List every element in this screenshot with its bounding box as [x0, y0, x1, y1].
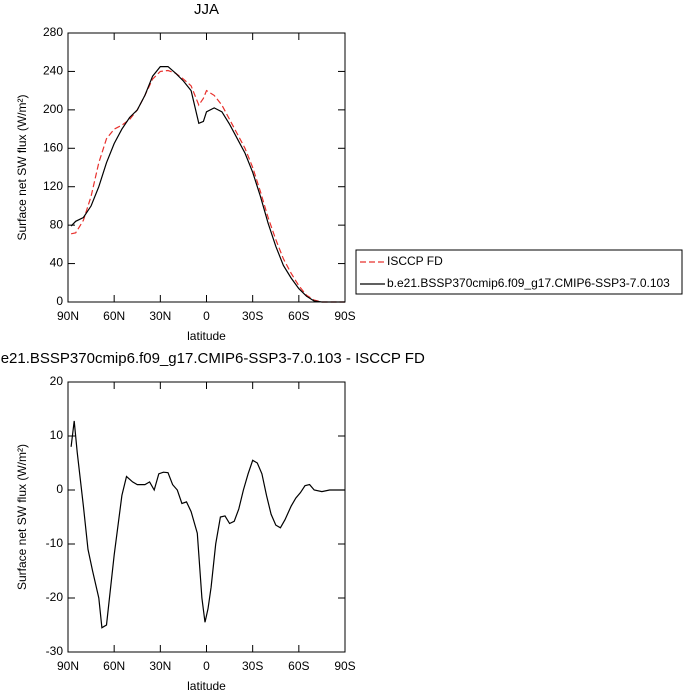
- data-line: [70, 66, 345, 303]
- chart-title: JJA: [194, 1, 219, 18]
- x-tick-label: 90N: [57, 659, 79, 673]
- x-tick-label: 60S: [288, 309, 309, 323]
- legend-frame: [355, 249, 683, 295]
- x-tick-label: 90S: [334, 659, 355, 673]
- y-tick-label: 200: [43, 102, 63, 116]
- y-tick-label: 240: [43, 64, 63, 78]
- x-tick-label: 30N: [149, 309, 171, 323]
- data-line: [70, 69, 345, 303]
- plot-frame: [67, 32, 346, 303]
- y-tick-label: -10: [46, 536, 64, 550]
- x-tick-label: 30N: [149, 659, 171, 673]
- y-axis-label: Surface net SW flux (W/m²): [15, 94, 29, 240]
- y-tick-label: 0: [56, 294, 63, 308]
- x-axis-label: latitude: [187, 329, 226, 343]
- x-tick-label: 60S: [288, 659, 309, 673]
- y-tick-label: 80: [50, 217, 64, 231]
- x-tick-label: 60N: [103, 659, 125, 673]
- plot-frame: [67, 381, 346, 653]
- chart-title: b.e21.BSSP370cmip6.f09_g17.CMIP6-SSP3-7.…: [0, 350, 425, 367]
- legend-label: ISCCP FD: [387, 254, 443, 268]
- y-axis-label: Surface net SW flux (W/m²): [15, 444, 29, 590]
- x-tick-label: 90N: [57, 309, 79, 323]
- x-tick-label: 0: [203, 309, 210, 323]
- y-tick-label: 160: [43, 140, 63, 154]
- y-tick-label: 120: [43, 179, 63, 193]
- legend-label: b.e21.BSSP370cmip6.f09_g17.CMIP6-SSP3-7.…: [387, 276, 670, 290]
- y-tick-label: 40: [50, 256, 64, 270]
- y-tick-label: 0: [56, 482, 63, 496]
- x-axis-label: latitude: [187, 679, 226, 693]
- y-tick-label: -30: [46, 644, 64, 658]
- data-line: [70, 420, 345, 629]
- y-tick-label: 10: [50, 428, 64, 442]
- y-tick-label: 280: [43, 25, 63, 39]
- x-tick-label: 30S: [242, 659, 263, 673]
- x-tick-label: 60N: [103, 309, 125, 323]
- x-tick-label: 30S: [242, 309, 263, 323]
- x-tick-label: 0: [203, 659, 210, 673]
- x-tick-label: 90S: [334, 309, 355, 323]
- y-tick-label: -20: [46, 590, 64, 604]
- y-tick-label: 20: [50, 374, 64, 388]
